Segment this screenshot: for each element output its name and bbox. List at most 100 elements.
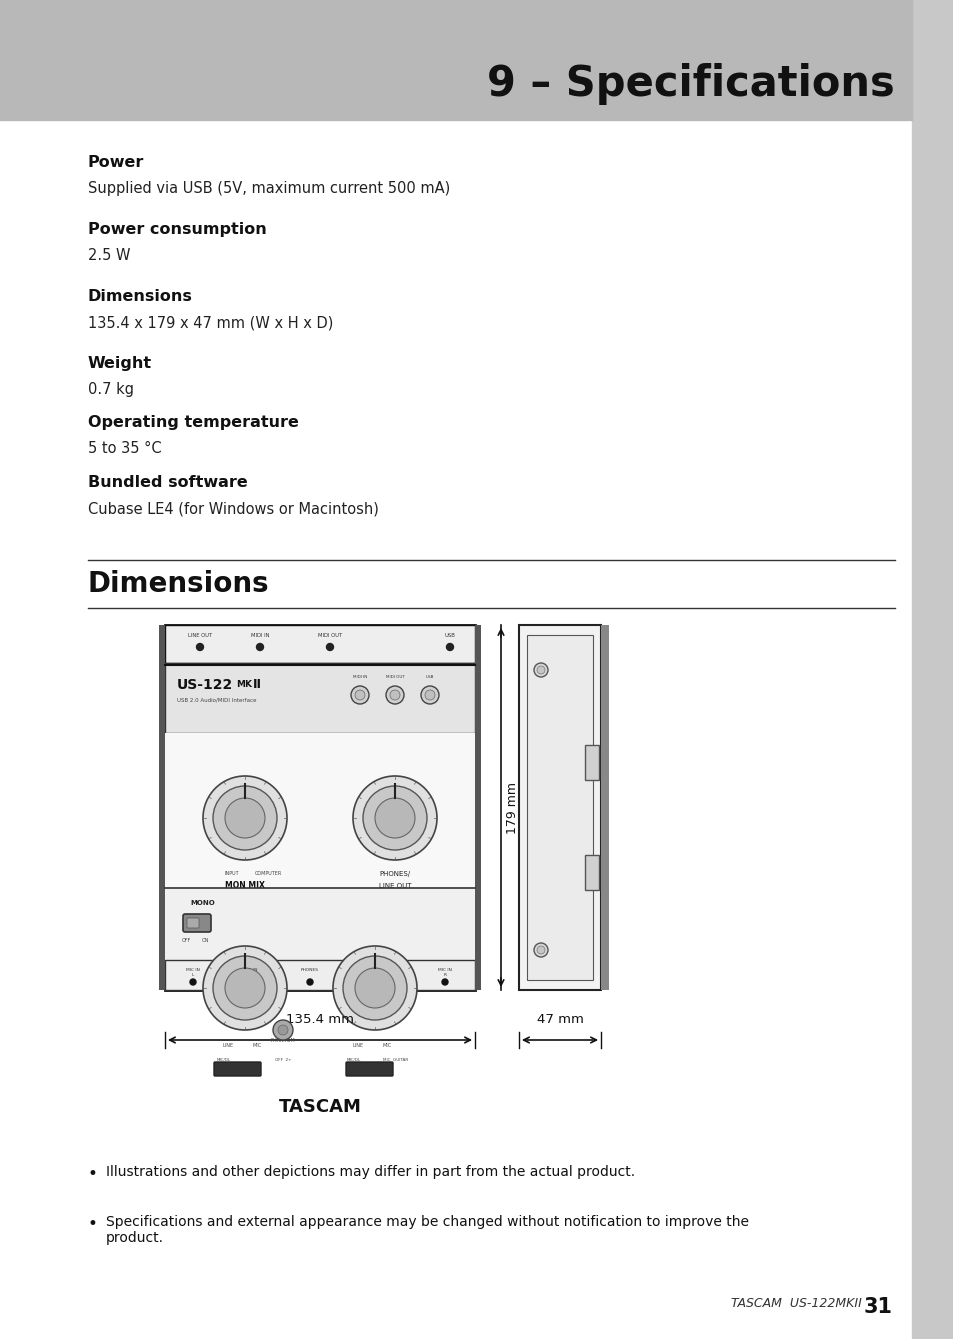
Text: 47 mm: 47 mm [536,1014,583,1026]
Text: Dimensions: Dimensions [88,289,193,304]
Circle shape [247,979,253,986]
Text: MIC  GUITAR: MIC GUITAR [382,1058,408,1062]
Bar [584,744,598,781]
Circle shape [420,686,438,704]
Bar [165,663,475,732]
Text: INPUT R: INPUT R [358,1078,381,1083]
Text: PHONES/: PHONES/ [379,870,410,877]
Text: 2.5 W: 2.5 W [88,248,131,262]
Text: •: • [88,1165,98,1182]
Text: TASCAM: TASCAM [278,1098,361,1115]
Circle shape [256,644,263,651]
FancyBboxPatch shape [183,915,211,932]
Text: 135.4 x 179 x 47 mm (W x H x D): 135.4 x 179 x 47 mm (W x H x D) [88,315,333,329]
Text: OFF: OFF [182,939,191,943]
Text: MIDI OUT: MIDI OUT [385,675,404,679]
Text: USB 2.0 Audio/MIDI Interface: USB 2.0 Audio/MIDI Interface [177,698,256,702]
Circle shape [225,968,265,1008]
Text: MK: MK [235,680,252,690]
Circle shape [326,644,334,651]
Text: Specifications and external appearance may be changed without notification to im: Specifications and external appearance m… [106,1214,748,1245]
Circle shape [203,945,287,1030]
Bar [165,625,475,990]
Text: MON MIX: MON MIX [225,881,265,890]
Bar [518,625,600,990]
Circle shape [277,1024,288,1035]
Text: Dimensions: Dimensions [88,570,270,599]
Circle shape [343,956,407,1020]
Text: 179 mm: 179 mm [505,782,518,833]
Circle shape [353,777,436,860]
Text: MIC IN
R: MIC IN R [437,968,452,976]
Text: COMPUTER: COMPUTER [254,870,282,876]
Text: MIC: MIC [253,1043,262,1048]
Circle shape [213,786,276,850]
Bar [526,635,593,980]
Circle shape [355,690,365,700]
Text: USB: USB [444,633,455,637]
Text: MIC: MIC [382,1043,392,1048]
Text: US-122: US-122 [177,678,233,692]
Bar [584,856,598,890]
Text: LINE OUT: LINE OUT [188,633,212,637]
Circle shape [355,968,395,1008]
Text: MIC/DL: MIC/DL [347,1058,361,1062]
Bar [159,625,165,990]
Circle shape [446,644,453,651]
Text: Weight: Weight [88,356,152,371]
Text: PHONES: PHONES [301,968,318,972]
Circle shape [351,686,369,704]
Text: LINE IN
L: LINE IN L [242,968,257,976]
Circle shape [537,945,544,953]
Text: LINE: LINE [223,1043,233,1048]
Text: MONO: MONO [190,900,214,907]
Bar [600,625,608,990]
Circle shape [390,690,399,700]
Bar [165,888,475,969]
Text: 5 to 35 °C: 5 to 35 °C [88,441,161,457]
Text: MIC/DL: MIC/DL [216,1058,231,1062]
Circle shape [196,644,203,651]
Circle shape [307,979,313,986]
Text: INPUT L: INPUT L [226,1078,248,1083]
Circle shape [386,686,403,704]
Text: •: • [88,1214,98,1233]
Circle shape [441,979,448,986]
Text: Power consumption: Power consumption [88,222,267,237]
Text: 0.7 kg: 0.7 kg [88,382,133,396]
FancyBboxPatch shape [213,1062,261,1077]
Bar [165,732,475,888]
Circle shape [424,690,435,700]
Text: MIDI IN: MIDI IN [251,633,269,637]
Text: LINE: LINE [353,1043,364,1048]
Text: MIDI OUT: MIDI OUT [317,633,342,637]
Text: 135.4 mm: 135.4 mm [286,1014,354,1026]
Text: Illustrations and other depictions may differ in part from the actual product.: Illustrations and other depictions may d… [106,1165,635,1180]
Circle shape [213,956,276,1020]
Bar [165,960,475,990]
Circle shape [225,798,265,838]
Circle shape [190,979,195,986]
Circle shape [534,943,547,957]
Text: USB: USB [425,675,434,679]
Text: 9 – Specifications: 9 – Specifications [487,63,894,104]
FancyBboxPatch shape [187,919,199,928]
Circle shape [537,665,544,674]
Text: INPUT: INPUT [225,870,239,876]
Text: Operating temperature: Operating temperature [88,415,298,430]
Text: II: II [253,678,262,691]
Bar [165,625,475,663]
Bar [0,0,911,121]
FancyBboxPatch shape [346,1062,393,1077]
Text: OFF  2+: OFF 2+ [274,1058,292,1062]
Text: Power: Power [88,155,144,170]
Circle shape [372,979,377,986]
Text: Cubase LE4 (for Windows or Macintosh): Cubase LE4 (for Windows or Macintosh) [88,501,378,516]
Text: ON: ON [202,939,210,943]
Bar [911,0,953,1339]
Text: Supplied via USB (5V, maximum current 500 mA): Supplied via USB (5V, maximum current 50… [88,181,450,195]
Text: MIC IN
L: MIC IN L [186,968,200,976]
Text: TASCAM  US-122MKII: TASCAM US-122MKII [730,1297,869,1310]
Text: LINE OUT: LINE OUT [378,882,411,889]
Text: LINE/
GUITAR IN
R: LINE/ GUITAR IN R [364,968,386,981]
